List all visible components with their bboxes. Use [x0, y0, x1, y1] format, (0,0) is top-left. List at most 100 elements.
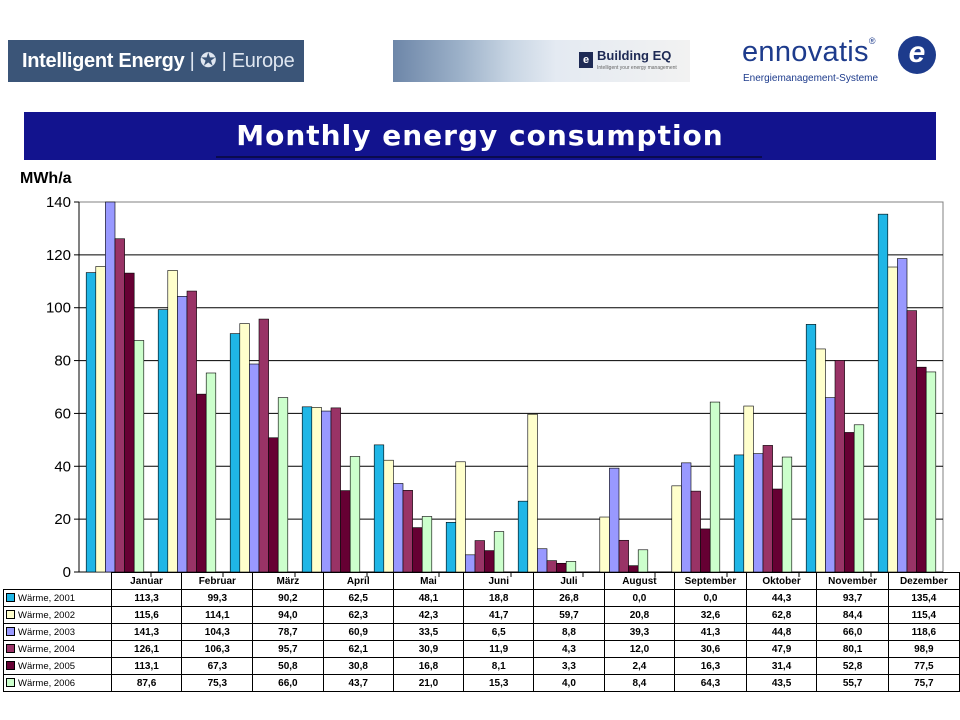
bar-1-Oktober: [733, 454, 745, 573]
bar-6-Juni: [493, 531, 505, 573]
data-label: 8,4: [603, 674, 676, 692]
data-label: 50,8: [252, 657, 324, 675]
bar-4-März: [258, 318, 269, 573]
data-label: 6,5: [463, 623, 535, 641]
bar-2-April: [311, 407, 322, 573]
bar-2-Mai: [383, 459, 394, 573]
series-name: Wärme, 2006: [18, 677, 76, 689]
data-label: 20,8: [603, 606, 676, 624]
bar-5-April: [340, 490, 351, 573]
table-row: Wärme, 2001 113,3 99,3 90,2 62,5 48,1 18,8 26,8…: [3, 589, 960, 607]
table-row: Wärme, 2003 141,3 104,3 78,7 60,9 33,5 6,5 8,8 3…: [3, 623, 960, 641]
series-name: Wärme, 2004: [18, 643, 76, 655]
data-label: 11,9: [463, 640, 535, 658]
data-label: 4,0: [533, 674, 605, 692]
bar-3-August: [609, 467, 620, 573]
bar-5-Mai: [412, 527, 423, 573]
data-label: 16,8: [392, 657, 465, 675]
data-label: 0,0: [674, 589, 747, 607]
x-tick-label: März: [252, 572, 324, 590]
table-corner: [3, 572, 112, 590]
data-label: 42,3: [392, 606, 465, 624]
x-tick-label: Oktober: [745, 572, 818, 590]
bar-2-März: [239, 323, 250, 573]
data-label: 59,7: [533, 606, 605, 624]
bar-5-Februar: [196, 393, 207, 573]
data-label: 2,4: [603, 657, 676, 675]
bar-3-April: [321, 410, 332, 573]
bar-4-Juli: [546, 560, 557, 573]
bar-6-Oktober: [781, 456, 793, 573]
bar-2-Januar: [95, 266, 106, 573]
bar-2-Juli: [527, 413, 538, 573]
bar-4-August: [618, 539, 629, 573]
data-label: 30,6: [674, 640, 747, 658]
ennovatis-name: ennovatis®: [742, 36, 876, 68]
data-label: 62,1: [322, 640, 394, 658]
legend-entry: Wärme, 2003: [3, 623, 112, 641]
bar-6-April: [349, 456, 361, 573]
data-label: 113,3: [110, 589, 183, 607]
bar-3-September: [681, 462, 692, 573]
bar-2-Oktober: [743, 405, 754, 573]
legend-swatch: [6, 609, 15, 619]
y-tick-label: 100: [46, 300, 71, 317]
y-axis-label: MWh/a: [20, 170, 72, 187]
data-label: 21,0: [392, 674, 465, 692]
data-label: 114,1: [181, 606, 254, 624]
data-label: 8,1: [463, 657, 535, 675]
data-label: 32,6: [674, 606, 747, 624]
bar-2-Dezember: [887, 266, 898, 573]
x-tick-label: Juni: [463, 572, 535, 590]
bar-3-Januar: [105, 201, 116, 573]
x-tick-label: Februar: [181, 572, 254, 590]
bar-4-Februar: [186, 290, 197, 573]
legend-swatch: [6, 626, 15, 636]
data-label: 118,6: [887, 623, 960, 641]
bar-4-November: [834, 360, 845, 573]
bar-1-Juni: [445, 522, 457, 573]
data-label: 43,7: [322, 674, 394, 692]
data-label: 44,8: [745, 623, 818, 641]
building-eq-tagline: Intelligent your energy management: [597, 65, 677, 71]
x-tick-label: Juli: [533, 572, 605, 590]
bar-3-Juli: [537, 548, 548, 573]
data-label: 47,9: [745, 640, 818, 658]
data-label: 66,0: [252, 674, 324, 692]
data-label: 126,1: [110, 640, 183, 658]
y-tick-label: 140: [46, 194, 71, 211]
x-tick-label: August: [603, 572, 676, 590]
logo-ie-name: Intelligent Energy: [22, 50, 185, 72]
bar-6-März: [277, 397, 289, 573]
legend-swatch: [6, 677, 15, 687]
bar-3-Februar: [177, 296, 188, 573]
bar-1-November: [805, 324, 817, 573]
bar-5-Oktober: [772, 488, 783, 573]
x-tick-label: September: [674, 572, 747, 590]
series-name: Wärme, 2005: [18, 660, 76, 672]
data-label: 104,3: [181, 623, 254, 641]
bar-2-September: [671, 485, 682, 573]
bar-1-Juli: [517, 500, 529, 573]
intelligent-energy-europe-logo: Intelligent Energy | ✪ | Europe: [8, 40, 304, 82]
data-label: 44,3: [745, 589, 818, 607]
bar-4-Oktober: [762, 445, 773, 573]
y-tick-label: 80: [54, 353, 71, 370]
ennovatis-logo: ennovatis® e Energiemanagement-Systeme: [742, 36, 942, 88]
data-label: 30,9: [392, 640, 465, 658]
bar-6-Januar: [133, 340, 145, 573]
data-label: 64,3: [674, 674, 747, 692]
data-label: 90,2: [252, 589, 324, 607]
x-tick-label: Dezember: [887, 572, 960, 590]
bar-2-November: [815, 348, 826, 573]
data-label: 87,6: [110, 674, 183, 692]
x-tick-label: Januar: [110, 572, 183, 590]
bar-5-Dezember: [916, 366, 927, 573]
y-tick-label: 20: [54, 511, 71, 528]
data-label: 78,7: [252, 623, 324, 641]
x-tick-label: April: [322, 572, 394, 590]
bar-4-Juni: [474, 540, 485, 573]
page-title: Monthly energy consumption: [236, 119, 724, 152]
bar-3-November: [825, 397, 836, 573]
